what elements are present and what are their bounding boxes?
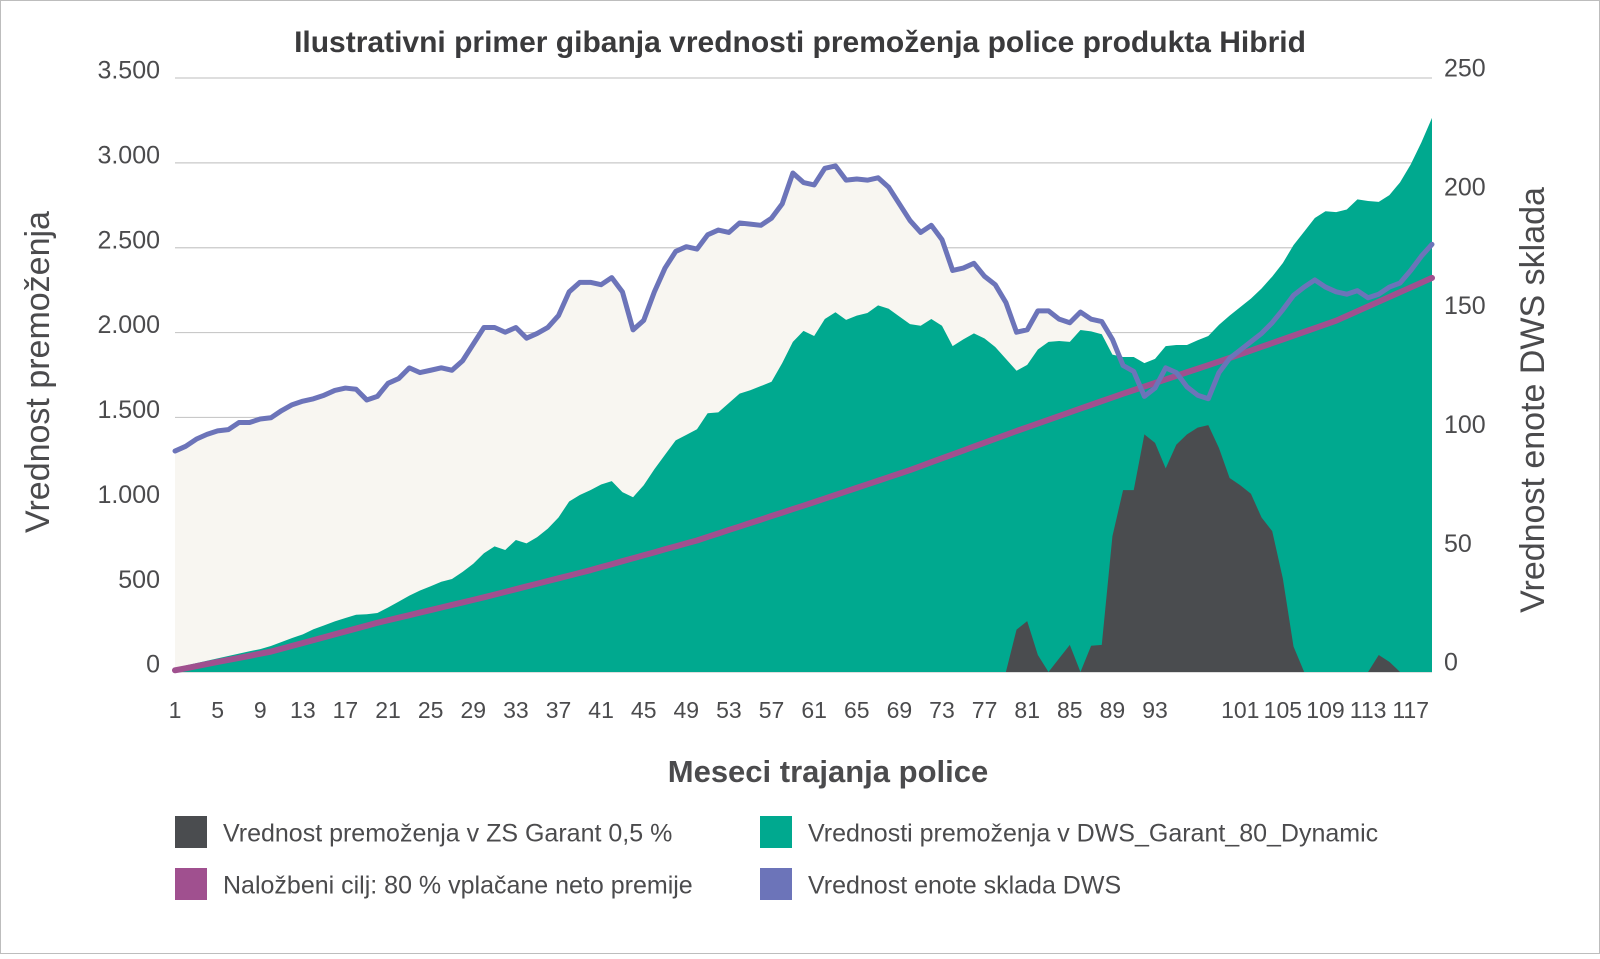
y2-tick-label: 50 [1444,530,1472,558]
x-tick-label: 113 [1350,697,1387,723]
x-tick-label: 13 [290,697,316,723]
y-tick-label: 1.000 [97,481,160,509]
x-tick-label: 33 [503,697,529,723]
legend-label: Vrednost enote sklada DWS [808,872,1121,900]
x-tick-label: 25 [418,697,444,723]
x-tick-label: 53 [716,697,742,723]
x-tick-label: 49 [674,697,700,723]
y2-axis-title: Vrednost enote DWS sklada [1514,187,1552,613]
legend-swatch [175,868,207,900]
y2-tick-label: 250 [1444,55,1486,83]
x-tick-label: 1 [169,697,182,723]
x-tick-label: 61 [801,697,827,723]
legend-label: Vrednost premoženja v ZS Garant 0,5 % [223,820,672,848]
x-tick-label: 105 [1264,697,1302,723]
y2-tick-label: 150 [1444,292,1486,320]
y-axis-title: Vrednost premoženja [19,211,57,533]
x-tick-label: 57 [759,697,785,723]
y-tick-label: 2.000 [97,311,160,339]
y2-tick-label: 0 [1444,649,1458,677]
x-tick-label: 5 [211,697,224,723]
area [175,425,1432,672]
x-tick-label: 85 [1057,697,1083,723]
x-tick-label: 117 [1392,697,1429,723]
x-tick-label: 73 [929,697,955,723]
y2-tick-label: 200 [1444,173,1486,201]
line [172,163,1435,454]
legend-swatch [760,816,792,848]
legend-swatch [175,816,207,848]
x-tick-label: 65 [844,697,870,723]
chart-title: Ilustrativni primer gibanja vrednosti pr… [294,26,1306,59]
x-tick-label: 29 [460,697,486,723]
x-tick-label: 69 [887,697,913,723]
x-tick-label: 81 [1014,697,1040,723]
x-axis-title: Meseci trajanja police [668,754,988,789]
x-tick-label: 41 [588,697,614,723]
x-tick-label: 45 [631,697,657,723]
x-tick-label: 93 [1142,697,1168,723]
x-tick-label: 9 [254,697,267,723]
x-tick-label: 89 [1100,697,1126,723]
x-tick-label: 17 [333,697,359,723]
x-tick-label: 21 [375,697,401,723]
y-tick-label: 3.500 [97,57,160,85]
x-tick-label: 37 [546,697,572,723]
line [172,274,1435,674]
x-tick-label: 101 [1221,697,1259,723]
y-tick-label: 3.000 [97,141,160,169]
legend-label: Vrednosti premoženja v DWS_Garant_80_Dyn… [808,820,1378,848]
y2-tick-label: 100 [1444,411,1486,439]
x-tick-label: 77 [972,697,998,723]
y-tick-label: 500 [118,566,160,594]
y-tick-label: 1.500 [97,396,160,424]
legend-label: Naložbeni cilj: 80 % vplačane neto premi… [223,872,693,900]
y-tick-label: 0 [146,651,160,679]
legend-swatch [760,868,792,900]
y-tick-label: 2.500 [97,226,160,254]
x-tick-label: 109 [1306,697,1344,723]
